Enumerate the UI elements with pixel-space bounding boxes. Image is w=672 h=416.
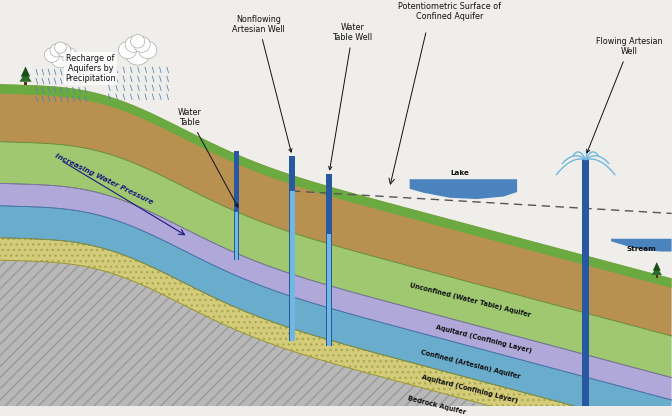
Bar bbox=[656, 275, 658, 277]
Polygon shape bbox=[0, 238, 671, 416]
Bar bbox=[24, 82, 27, 85]
Text: Water
Table: Water Table bbox=[177, 108, 238, 207]
Text: Aquitard (Confining Layer): Aquitard (Confining Layer) bbox=[435, 324, 532, 354]
Text: Increasing Water Pressure: Increasing Water Pressure bbox=[54, 153, 154, 206]
Circle shape bbox=[50, 48, 71, 68]
Text: Nonflowing
Artesian Well: Nonflowing Artesian Well bbox=[232, 15, 292, 152]
Polygon shape bbox=[652, 266, 662, 275]
Bar bbox=[327, 173, 332, 347]
Text: Unconfined (Water Table) Aquifer: Unconfined (Water Table) Aquifer bbox=[409, 282, 532, 318]
Bar bbox=[235, 212, 239, 260]
Text: Water
Table Well: Water Table Well bbox=[329, 23, 373, 170]
Text: Lake: Lake bbox=[451, 170, 470, 176]
Circle shape bbox=[54, 42, 67, 53]
Circle shape bbox=[134, 37, 150, 52]
Circle shape bbox=[118, 41, 137, 59]
Polygon shape bbox=[410, 179, 517, 199]
Polygon shape bbox=[0, 260, 671, 416]
Text: Recharge of
Aquifers by
Precipitation: Recharge of Aquifers by Precipitation bbox=[65, 54, 116, 83]
Circle shape bbox=[130, 35, 144, 48]
Circle shape bbox=[50, 44, 64, 57]
Bar bbox=[234, 151, 239, 260]
Bar bbox=[289, 156, 296, 342]
Text: Potentiometric Surface of
Confined Aquifer: Potentiometric Surface of Confined Aquif… bbox=[398, 2, 501, 21]
Polygon shape bbox=[0, 206, 671, 416]
Circle shape bbox=[125, 41, 150, 65]
Circle shape bbox=[57, 44, 71, 57]
Polygon shape bbox=[21, 67, 30, 77]
Polygon shape bbox=[611, 239, 671, 252]
Polygon shape bbox=[0, 183, 671, 400]
Polygon shape bbox=[19, 72, 32, 82]
Bar bbox=[290, 191, 294, 342]
Circle shape bbox=[138, 41, 157, 59]
Text: Aquitard (Confining Layer): Aquitard (Confining Layer) bbox=[421, 374, 519, 404]
Text: Bedrock Aquifer: Bedrock Aquifer bbox=[407, 396, 466, 416]
Text: Stream: Stream bbox=[626, 246, 657, 252]
Circle shape bbox=[61, 48, 77, 62]
Polygon shape bbox=[653, 262, 661, 271]
Polygon shape bbox=[0, 84, 671, 336]
Text: Flowing Artesian
Well: Flowing Artesian Well bbox=[587, 37, 663, 153]
Bar bbox=[582, 159, 589, 416]
Text: Confined (Artesian) Aquifer: Confined (Artesian) Aquifer bbox=[419, 349, 521, 379]
Circle shape bbox=[125, 37, 142, 52]
Bar bbox=[327, 234, 331, 347]
Polygon shape bbox=[0, 142, 671, 378]
Circle shape bbox=[44, 48, 60, 62]
Polygon shape bbox=[0, 84, 671, 288]
